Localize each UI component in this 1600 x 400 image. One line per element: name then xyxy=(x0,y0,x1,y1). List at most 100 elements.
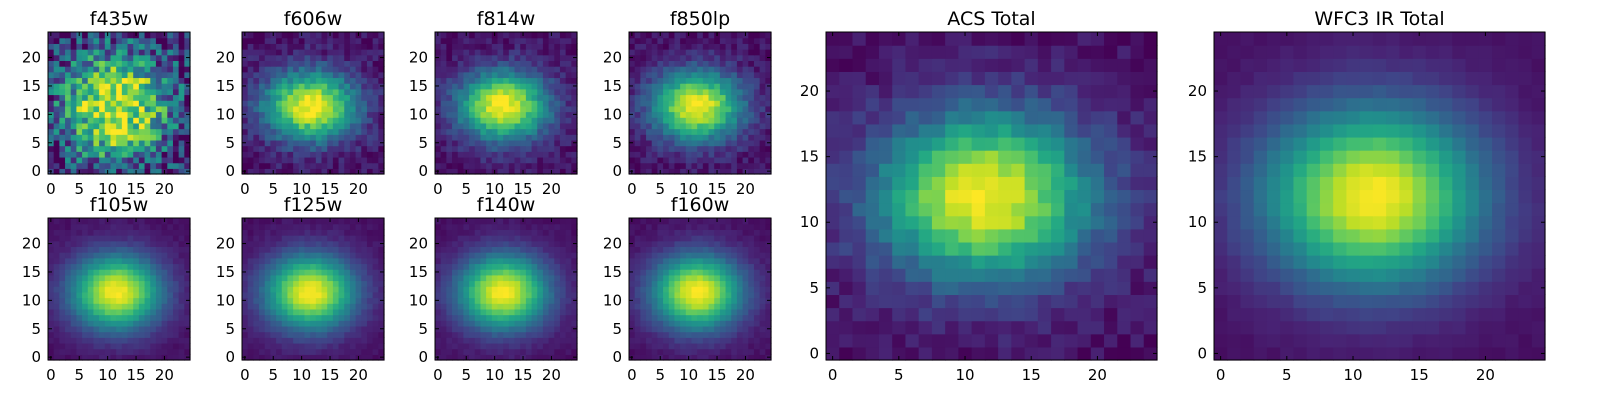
heatmap-cell xyxy=(469,54,476,61)
heatmap-cell xyxy=(93,111,100,118)
heatmap-cell xyxy=(525,128,533,135)
heatmap-cell xyxy=(338,122,345,130)
heatmap-cell xyxy=(361,331,368,338)
heatmap-cell xyxy=(748,60,755,67)
heatmap-cell xyxy=(161,105,168,113)
heatmap-cell xyxy=(167,162,174,169)
heatmap-cell xyxy=(452,77,459,84)
heatmap-cell xyxy=(65,240,72,247)
heatmap-cell xyxy=(355,303,362,310)
heatmap-cell xyxy=(253,229,260,236)
heatmap-cell xyxy=(276,66,283,73)
heatmap-cell xyxy=(378,314,385,321)
heatmap-cell xyxy=(155,342,163,350)
heatmap-cell xyxy=(127,66,134,73)
heatmap-cell xyxy=(725,111,732,118)
heatmap-cell xyxy=(76,235,83,242)
heatmap-cell xyxy=(571,235,578,242)
heatmap-cell xyxy=(121,168,129,175)
heatmap-cell xyxy=(469,286,476,293)
heatmap-cell xyxy=(731,122,738,130)
heatmap-cell xyxy=(542,37,550,44)
heatmap-cell xyxy=(731,303,738,310)
heatmap-cell xyxy=(242,303,249,310)
heatmap-cell xyxy=(270,240,277,247)
heatmap-cell xyxy=(725,342,732,350)
heatmap-cell xyxy=(520,71,527,79)
heatmap-cell xyxy=(110,229,117,236)
heatmap-cell xyxy=(270,128,277,135)
x-tick-label: 20 xyxy=(349,366,368,384)
heatmap-cell xyxy=(53,94,60,101)
heatmap-cell xyxy=(242,274,249,282)
heatmap-cell xyxy=(725,139,732,147)
heatmap-cell xyxy=(491,308,499,316)
heatmap-cell xyxy=(685,308,693,316)
heatmap-cell xyxy=(116,235,123,242)
heatmap-cell xyxy=(65,229,72,236)
heatmap-cell xyxy=(719,151,727,158)
x-tick-label: 10 xyxy=(679,180,698,198)
heatmap-cell xyxy=(110,168,117,175)
heatmap-cell xyxy=(378,128,385,135)
heatmap-cell xyxy=(253,151,260,158)
heatmap-cell xyxy=(276,303,283,310)
heatmap-cell xyxy=(674,320,681,327)
heatmap-cell xyxy=(742,145,749,152)
heatmap-cell xyxy=(491,291,499,299)
heatmap-cell xyxy=(361,145,368,152)
heatmap-cell xyxy=(172,303,180,310)
heatmap-cell xyxy=(525,156,533,164)
heatmap-cell xyxy=(293,151,300,158)
heatmap-cell xyxy=(172,94,180,101)
heatmap-cell xyxy=(332,348,340,355)
heatmap-cell xyxy=(520,88,527,96)
heatmap-cell xyxy=(531,66,538,73)
heatmap-cell xyxy=(548,314,555,321)
heatmap-cell xyxy=(287,117,294,124)
heatmap-cell xyxy=(531,105,538,113)
y-tick-label: 5 xyxy=(225,320,235,338)
heatmap-cell xyxy=(565,337,572,344)
heatmap-cell xyxy=(161,348,168,355)
heatmap-cell xyxy=(480,314,487,321)
heatmap-cell xyxy=(172,43,180,50)
heatmap-cell xyxy=(138,156,146,164)
heatmap-cell xyxy=(247,257,254,265)
heatmap-cell xyxy=(537,303,544,310)
heatmap-cell xyxy=(59,117,66,124)
heatmap-cell xyxy=(531,337,538,344)
heatmap-cell xyxy=(731,54,738,61)
heatmap-cell xyxy=(520,162,527,169)
heatmap-cell xyxy=(82,88,89,96)
heatmap-cell xyxy=(287,320,294,327)
heatmap-cell xyxy=(440,263,447,270)
heatmap-cell xyxy=(178,32,185,39)
heatmap-cell xyxy=(281,257,289,265)
heatmap-cell xyxy=(378,320,385,327)
heatmap-cell xyxy=(99,71,106,79)
heatmap-cell xyxy=(651,49,658,56)
heatmap-cell xyxy=(486,286,493,293)
heatmap-cell xyxy=(685,156,693,164)
heatmap-cell xyxy=(298,60,306,67)
heatmap-cell xyxy=(554,168,561,175)
heatmap-cell xyxy=(355,286,362,293)
heatmap-cell xyxy=(361,128,368,135)
heatmap-cell xyxy=(99,337,106,344)
heatmap-cell xyxy=(155,331,163,338)
heatmap-cell xyxy=(548,139,555,147)
heatmap-cell xyxy=(332,235,340,242)
heatmap-cell xyxy=(378,246,385,253)
heatmap-cell xyxy=(150,297,157,304)
heatmap-cell xyxy=(270,348,277,355)
heatmap-cell xyxy=(327,229,334,236)
heatmap-cell xyxy=(349,229,357,236)
heatmap-cell xyxy=(491,337,499,344)
heatmap-cell xyxy=(702,151,710,158)
heatmap-cell xyxy=(457,100,464,107)
heatmap-cell xyxy=(150,218,157,225)
heatmap-cell xyxy=(161,139,168,147)
heatmap-cell xyxy=(708,83,715,90)
heatmap-cell xyxy=(452,223,459,230)
